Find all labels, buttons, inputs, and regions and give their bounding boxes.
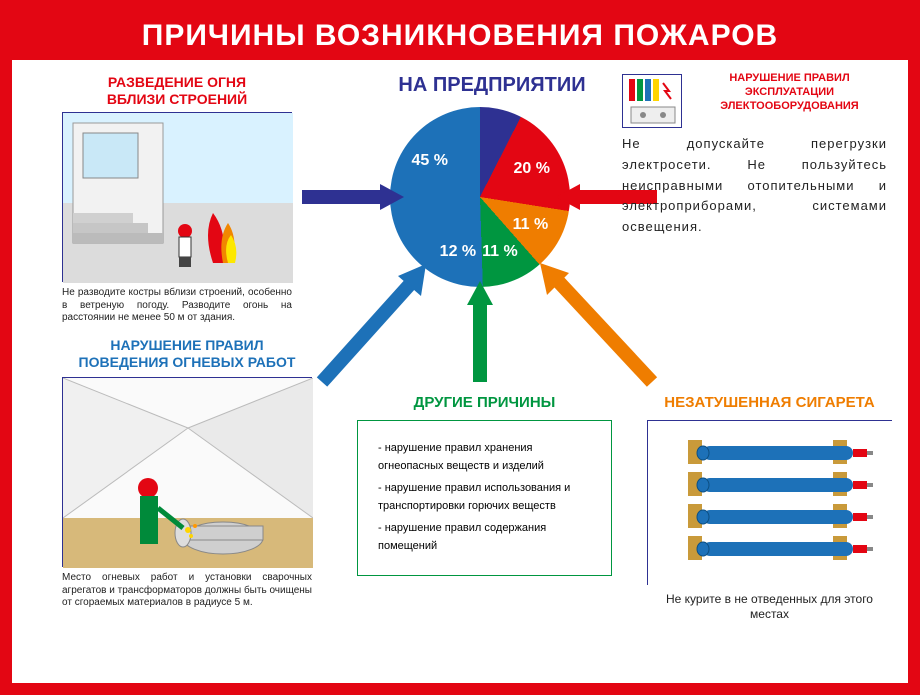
rule-item-2: - нарушение правил содержания помещений — [378, 520, 591, 555]
rules-box: - нарушение правил хранения огнеопасных … — [357, 420, 612, 576]
caption-top-left: Не разводите костры вблизи строений, осо… — [62, 287, 292, 325]
caption-bottom-left: Место огневых работ и установки сварочны… — [62, 572, 312, 610]
arrow-left-top — [302, 184, 404, 210]
sec-title-bottom-right: НЕЗАТУШЕННАЯ СИГАРЕТА — [647, 394, 892, 411]
text-top-right: Не допускайте перегрузки электросети. Не… — [622, 134, 887, 238]
sec-title-top-left: РАЗВЕДЕНИЕ ОГНЯВБЛИЗИ СТРОЕНИЙ — [62, 74, 292, 108]
caption-bottom-right: Не курите в не отведенных для этого мест… — [647, 592, 892, 622]
arrow-right-diag — [540, 263, 652, 382]
arrow-bottom — [467, 281, 493, 382]
illus-outlet-icon — [622, 74, 682, 128]
illus-fire-near-building — [62, 112, 292, 282]
sec-title-bottom-left: НАРУШЕНИЕ ПРАВИЛПОВЕДЕНИЯ ОГНЕВЫХ РАБОТ — [62, 337, 312, 371]
sec-title-bottom-center: ДРУГИЕ ПРИЧИНЫ — [357, 394, 612, 411]
sec-title-top-right: НАРУШЕНИЕ ПРАВИЛЭКСПЛУАТАЦИИЭЛЕКТООБОРУД… — [692, 72, 887, 113]
illus-cylinders — [647, 420, 892, 585]
rule-item-0: - нарушение правил хранения огнеопасных … — [378, 440, 591, 475]
arrow-left-diag — [322, 264, 426, 382]
rule-item-1: - нарушение правил использования и транс… — [378, 480, 591, 515]
illus-welding — [62, 377, 312, 567]
